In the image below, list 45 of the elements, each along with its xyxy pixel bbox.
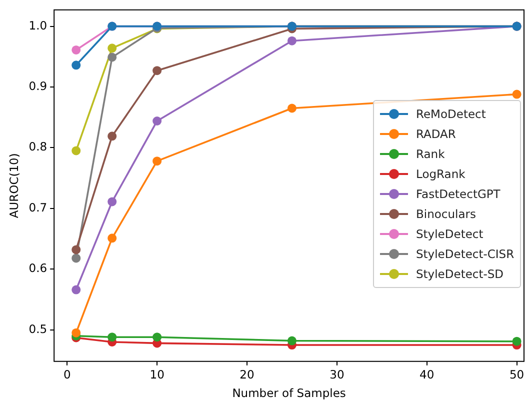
point <box>108 332 117 342</box>
point <box>287 36 296 46</box>
y-tick-label: 0.7 <box>28 200 48 214</box>
point <box>72 254 81 263</box>
point <box>287 104 296 113</box>
point <box>152 66 162 76</box>
point <box>72 245 81 254</box>
point <box>152 156 162 166</box>
point <box>152 332 162 342</box>
point <box>72 45 81 54</box>
y-tick-label: 0.5 <box>28 322 48 336</box>
legend-label: FastDetectGPT <box>416 186 500 201</box>
x-tick-label: 10 <box>150 367 164 382</box>
legend-label: StyleDetect-CISR <box>416 246 514 261</box>
x-tick-label: 50 <box>509 367 524 382</box>
legend-label: Rank <box>416 146 445 161</box>
point <box>287 336 296 346</box>
point <box>108 44 117 53</box>
x-tick-label: 40 <box>420 367 434 382</box>
y-tick-label: 0.6 <box>28 261 48 276</box>
point <box>72 146 81 156</box>
point <box>512 90 522 99</box>
point <box>108 52 117 62</box>
legend-label: Binoculars <box>416 206 476 221</box>
y-tick-label: 0.9 <box>28 78 48 93</box>
y-tick-label: 0.8 <box>28 140 48 154</box>
point <box>512 336 522 346</box>
point <box>108 234 117 243</box>
point <box>72 60 81 70</box>
x-axis-title: Number of Samples <box>232 386 346 400</box>
legend-label: LogRank <box>416 166 466 181</box>
x-tick-label: 30 <box>330 367 344 382</box>
point <box>72 328 81 338</box>
y-tick-label: 1.0 <box>28 18 48 32</box>
legend-label: ReMoDetect <box>416 106 486 121</box>
x-tick-label: 0 <box>63 367 71 382</box>
legend-label: StyleDetect-SD <box>416 266 504 281</box>
legend-label: StyleDetect <box>416 226 484 241</box>
point <box>108 132 117 141</box>
point <box>108 197 117 206</box>
legend-label: RADAR <box>416 126 456 141</box>
y-axis-title: AUROC(10) <box>6 153 21 218</box>
point <box>72 285 81 294</box>
point <box>152 116 162 126</box>
x-tick-label: 20 <box>240 367 254 382</box>
